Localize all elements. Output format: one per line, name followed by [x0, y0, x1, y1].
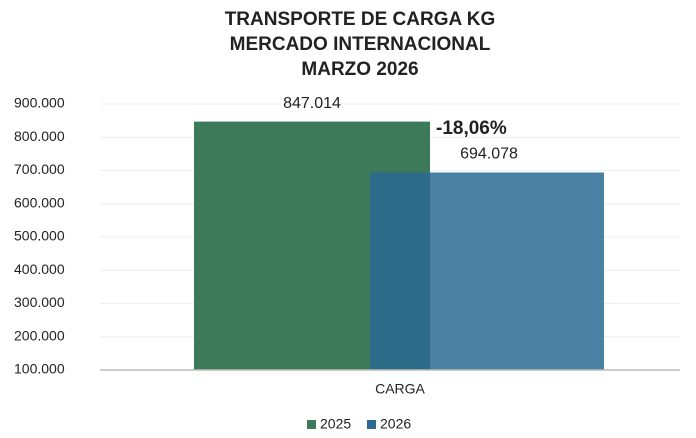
data-label: 847.014 — [283, 95, 341, 112]
title-line: MARZO 2026 — [301, 59, 418, 80]
x-tick-label: CARGA — [375, 381, 425, 397]
legend-label: 2025 — [320, 416, 351, 432]
legend-swatch — [307, 420, 316, 429]
bar — [370, 172, 604, 370]
y-tick-label: 300.000 — [14, 294, 65, 310]
y-tick-label: 400.000 — [14, 261, 65, 277]
legend-swatch — [367, 420, 376, 429]
y-tick-label: 900.000 — [14, 95, 65, 111]
y-tick-label: 100.000 — [14, 361, 65, 377]
legend-label: 2026 — [380, 416, 411, 432]
y-tick-label: 800.000 — [14, 128, 65, 144]
y-tick-label: 700.000 — [14, 161, 65, 177]
chart-title: TRANSPORTE DE CARGA KG MERCADO INTERNACI… — [225, 9, 496, 80]
annotation: -18,06% — [436, 118, 507, 139]
y-tick-label: 200.000 — [14, 327, 65, 343]
y-tick-label: 600.000 — [14, 194, 65, 210]
title-line: MERCADO INTERNACIONAL — [230, 34, 491, 55]
title-line: TRANSPORTE DE CARGA KG — [225, 9, 496, 30]
y-tick-label: 500.000 — [14, 228, 65, 244]
data-label: 694.078 — [460, 146, 518, 163]
